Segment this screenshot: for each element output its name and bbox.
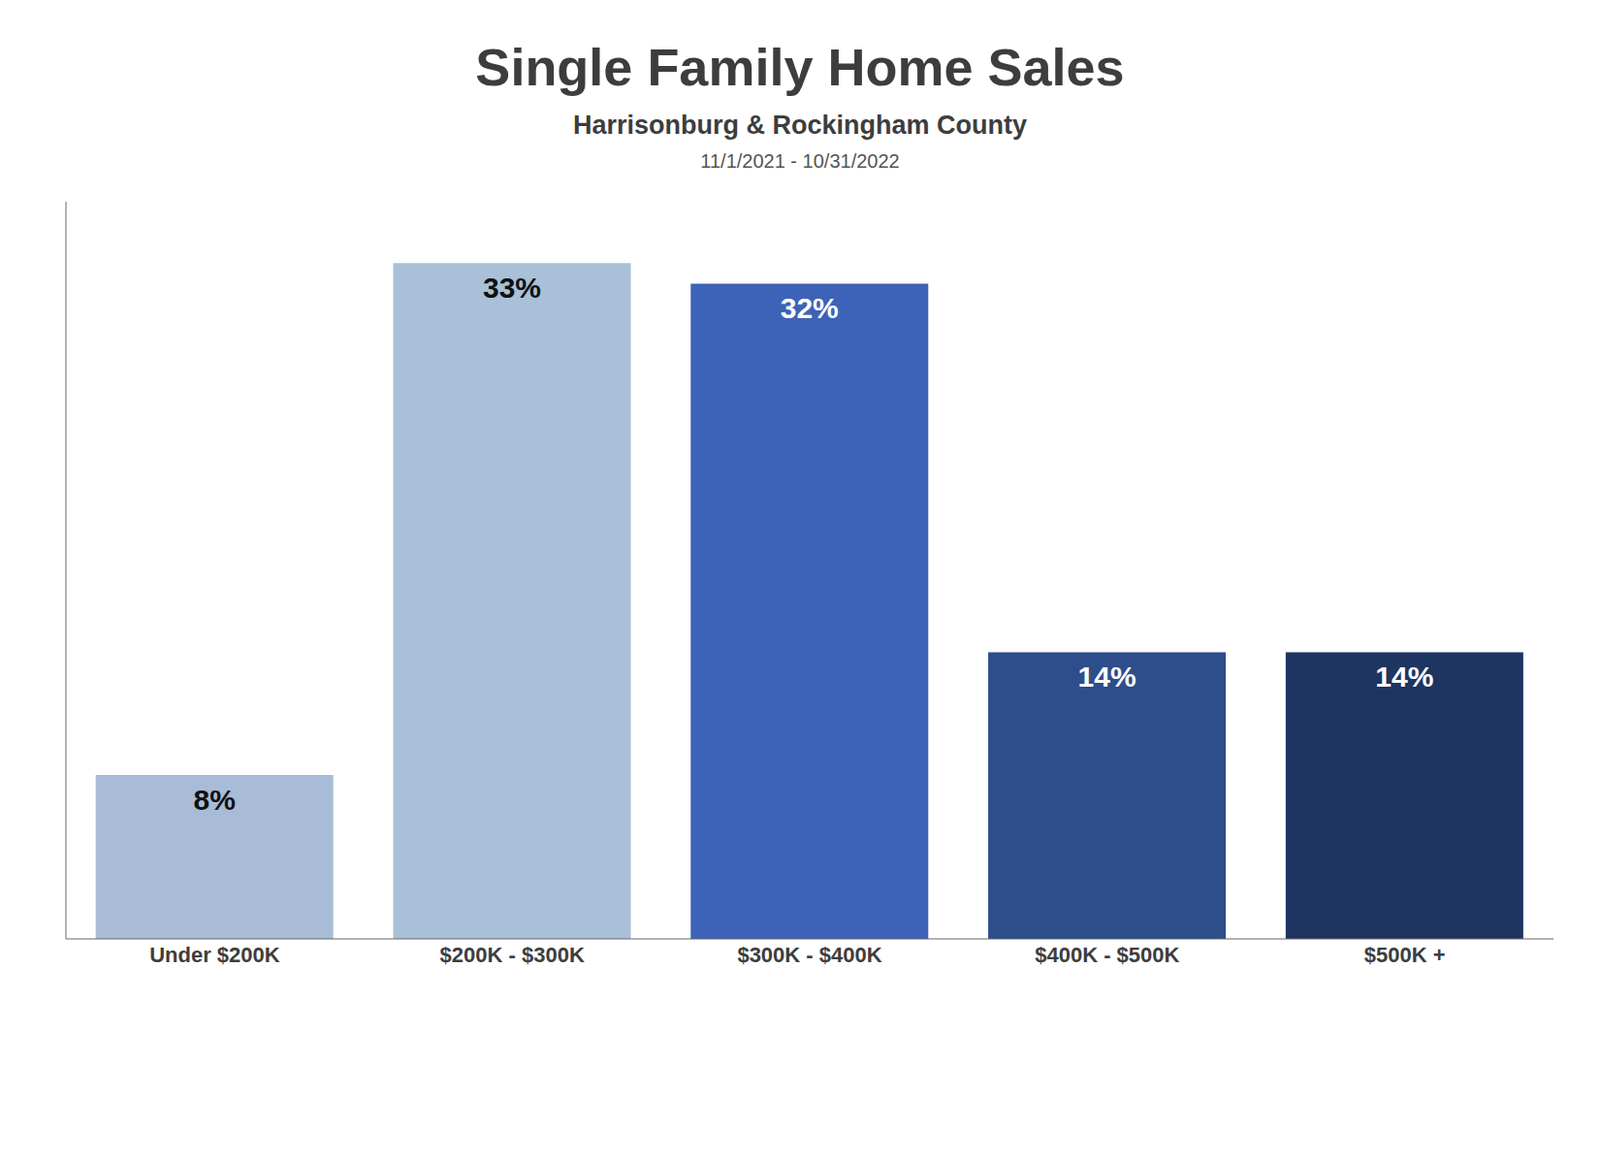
html-text:Single Family Home Sales: Single Family Home Sales [475, 37, 1125, 96]
svg-text:33%: 33% [482, 271, 542, 304]
svg-text:14%: 14% [1078, 660, 1137, 693]
svg-text:Under $200K: Under $200K [149, 942, 281, 967]
svg-text:8%: 8% [193, 783, 236, 816]
html-text:11/1/2021 - 10/31/2022: 11/1/2021 - 10/31/2022 [700, 150, 900, 172]
svg-text:$500K +: $500K + [1364, 942, 1446, 967]
html-text:Harrisonburg & Rockingham Coun: Harrisonburg & Rockingham County [573, 110, 1027, 140]
svg-text:$200K - $300K: $200K - $300K [440, 942, 585, 967]
svg-text:32%: 32% [780, 291, 839, 324]
svg-text:$400K - $500K: $400K - $500K [1034, 942, 1180, 967]
svg-text:$300K - $400K: $300K - $400K [736, 942, 882, 967]
svg-text:14%: 14% [1375, 660, 1434, 693]
